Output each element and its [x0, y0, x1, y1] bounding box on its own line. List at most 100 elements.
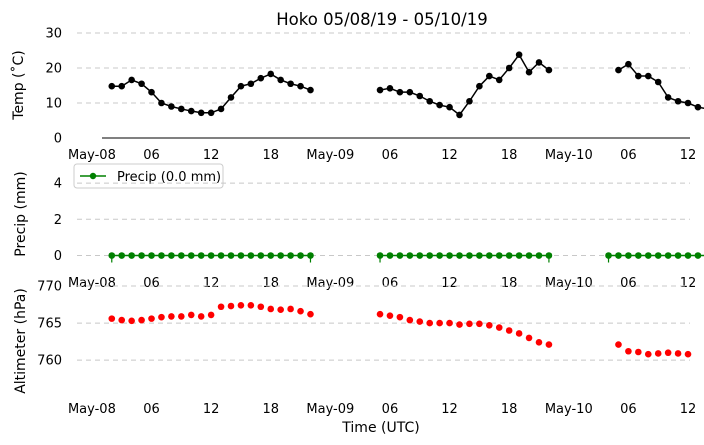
- temp-data-point: [207, 109, 215, 117]
- temp-data-point: [247, 80, 255, 88]
- precip-data-point: [118, 252, 126, 259]
- precip-legend-box: [73, 163, 224, 189]
- precip-data-point: [227, 252, 235, 259]
- temp-data-point: [277, 76, 284, 84]
- temp-data-point: [436, 101, 443, 109]
- precip-data-point: [376, 252, 384, 259]
- altimeter-data-point: [545, 341, 553, 348]
- temp-x-tick-label: 06: [143, 148, 160, 163]
- temp-y-tick-label: 30: [45, 27, 62, 42]
- altimeter-data-point: [148, 315, 155, 322]
- altimeter-data-point: [187, 311, 195, 319]
- temp-x-tick-label: 12: [680, 148, 697, 163]
- temp-x-tick-label: 12: [203, 148, 220, 163]
- temp-data-point: [545, 66, 553, 74]
- precip-data-point: [694, 252, 702, 259]
- precip-data-point: [168, 252, 175, 259]
- altimeter-y-tick-label: 770: [37, 280, 62, 295]
- altimeter-data-point: [664, 349, 672, 357]
- precip-x-tick-label: 18: [501, 276, 518, 291]
- precip-data-point: [495, 252, 503, 259]
- altimeter-data-point: [108, 315, 116, 322]
- altimeter-data-point: [535, 339, 543, 346]
- temp-series-line: [379, 53, 550, 116]
- temp-data-point: [376, 86, 384, 94]
- altimeter-data-point: [257, 303, 265, 311]
- temp-y-tick-label: 10: [45, 97, 62, 112]
- precip-data-point: [197, 252, 205, 259]
- altimeter-x-tick-label: 12: [680, 402, 697, 417]
- precip-data-point: [128, 252, 135, 259]
- altimeter-data-point: [247, 301, 255, 309]
- temp-data-point: [664, 94, 672, 101]
- temp-y-axis-title: Temp (˚C): [10, 50, 27, 120]
- temp-data-point: [466, 97, 473, 105]
- altimeter-data-point: [476, 320, 483, 328]
- temp-data-point: [396, 88, 404, 96]
- precip-data-point: [605, 252, 612, 259]
- temp-x-tick-label: May-08: [68, 148, 116, 163]
- altimeter-data-point: [525, 334, 533, 342]
- precip-data-point: [486, 252, 493, 259]
- precip-x-tick-label: 06: [620, 276, 637, 291]
- temp-data-point: [476, 82, 483, 90]
- temp-data-point: [535, 59, 543, 66]
- altimeter-data-point: [505, 327, 513, 334]
- altimeter-data-point: [197, 313, 205, 320]
- altimeter-data-point: [207, 311, 215, 319]
- temp-data-point: [158, 99, 165, 107]
- precip-data-point: [535, 252, 543, 259]
- precip-data-point: [625, 252, 632, 259]
- temp-data-point: [187, 107, 195, 115]
- temp-data-point: [227, 94, 235, 101]
- temp-x-tick-label: May-09: [306, 148, 354, 163]
- precip-data-point: [237, 252, 245, 259]
- altimeter-data-point: [386, 312, 394, 319]
- temp-data-point: [635, 72, 642, 80]
- precip-data-point: [297, 252, 304, 259]
- altimeter-data-point: [654, 350, 662, 357]
- altimeter-data-point: [128, 317, 135, 325]
- temp-data-point: [178, 105, 185, 113]
- temp-data-point: [168, 103, 175, 110]
- altimeter-data-point: [307, 310, 314, 318]
- precip-data-point: [108, 252, 116, 259]
- altimeter-data-point: [635, 348, 642, 356]
- altimeter-x-tick-label: 06: [143, 402, 160, 417]
- altimeter-data-point: [168, 313, 175, 320]
- altimeter-data-point: [227, 302, 235, 310]
- altimeter-data-point: [644, 350, 652, 358]
- precip-x-tick-label: 06: [143, 276, 160, 291]
- altimeter-x-tick-label: 12: [441, 402, 458, 417]
- panel-precip: Precip (mm) Precip (0.0 mm) 0 2 4 May-08 06 1…: [13, 163, 704, 291]
- altimeter-data-point: [178, 313, 185, 320]
- altimeter-data-point: [267, 305, 275, 313]
- altimeter-data-point: [466, 320, 473, 328]
- altimeter-x-tick-label: 18: [262, 402, 279, 417]
- precip-data-point: [466, 252, 473, 259]
- precip-data-point: [674, 252, 682, 259]
- precip-data-point: [505, 252, 513, 259]
- temp-data-point: [515, 51, 523, 58]
- temp-x-tick-label: 06: [620, 148, 637, 163]
- precip-y-tick-label: 2: [54, 213, 62, 228]
- precip-data-point: [416, 252, 424, 259]
- precip-y-tick-label: 0: [54, 249, 62, 264]
- temp-data-point: [625, 60, 632, 68]
- temp-data-point: [118, 82, 126, 90]
- temp-data-point: [426, 97, 433, 105]
- precip-data-point: [267, 252, 275, 259]
- precip-data-point: [138, 252, 145, 259]
- precip-data-point: [307, 252, 314, 259]
- temp-data-point: [505, 64, 513, 72]
- temp-data-point: [694, 103, 702, 111]
- temp-x-tick-label: May-10: [545, 148, 593, 163]
- precip-y-axis-title: Precip (mm): [13, 171, 29, 256]
- altimeter-data-point: [158, 313, 165, 321]
- altimeter-data-point: [297, 307, 304, 315]
- altimeter-data-point: [495, 324, 503, 331]
- altimeter-y-axis-title: Altimeter (hPa): [13, 288, 29, 394]
- x-axis-title: Time (UTC): [341, 420, 419, 436]
- temp-data-point: [237, 82, 245, 90]
